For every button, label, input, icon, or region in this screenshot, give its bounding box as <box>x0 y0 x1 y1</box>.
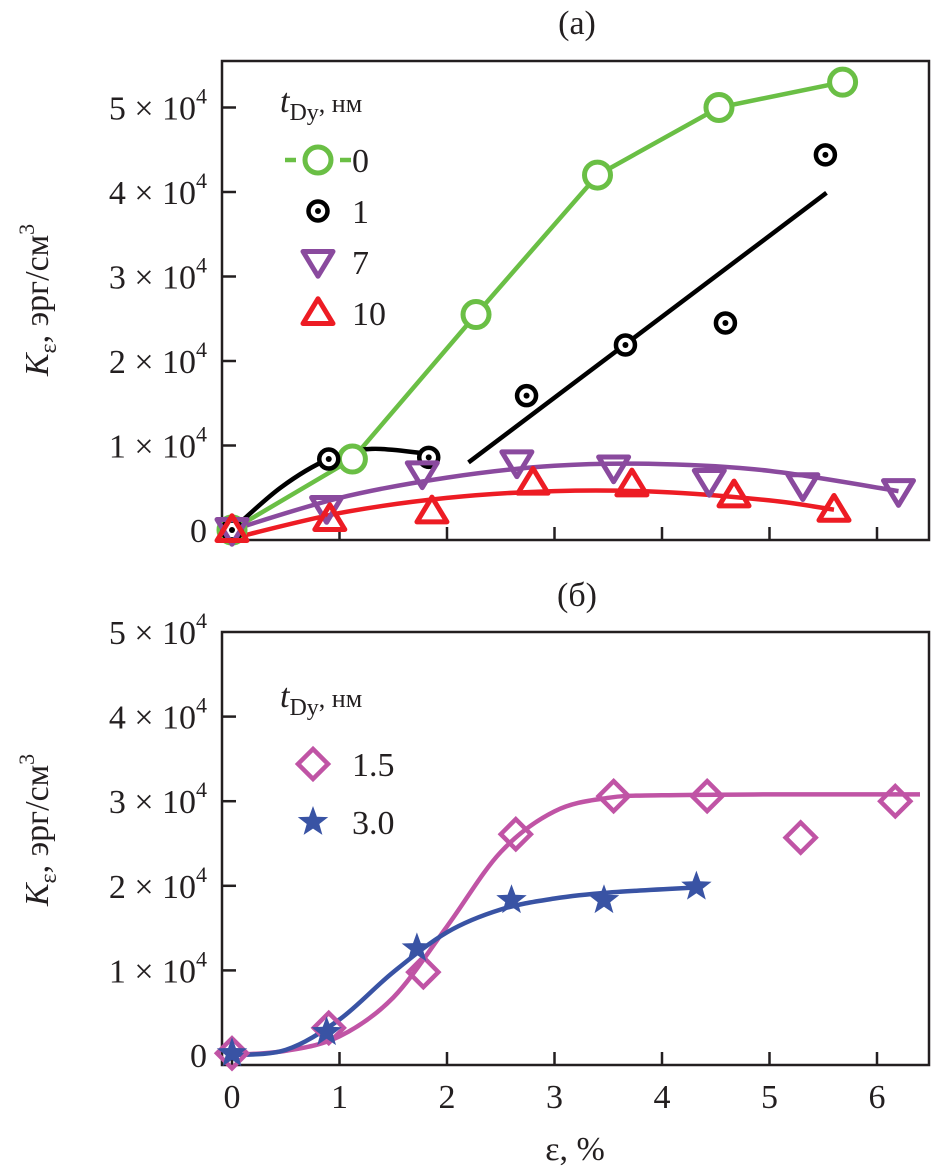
series-10-point <box>414 494 450 525</box>
series-10-point <box>614 467 650 498</box>
panel-b-legend: tDy, нм 1.5 3.0 <box>280 678 395 842</box>
series-0-point <box>582 159 613 191</box>
legend-marker-10 <box>300 296 336 326</box>
legend-a-title: tDy, нм <box>280 83 362 126</box>
series-3-0-point <box>401 932 433 962</box>
series-1-5-point <box>877 783 914 820</box>
series-1-5-fit-curve <box>231 792 921 1058</box>
x-tick-label: 6 <box>869 1079 886 1116</box>
svg-text:Kε, эрг/см3: Kε, эрг/см3 <box>14 224 62 377</box>
panel-a: (а) 0 1 × 104 2 × 104 3 × 104 4 × 104 5 × 104… <box>14 5 931 550</box>
y-tick-label: 3 × 104 <box>109 253 207 297</box>
series-1-fit-line <box>467 191 828 465</box>
svg-text:Kε, эрг/см3: Kε, эрг/см3 <box>14 754 62 907</box>
series-3-0-point <box>681 870 712 900</box>
panel-b-x-ticks: 0 1 2 3 4 5 6 <box>224 1052 886 1116</box>
y-tick-label: 0 <box>190 1038 207 1075</box>
series-1-point <box>813 143 838 167</box>
panel-a-frame <box>220 59 931 542</box>
series-0-point <box>336 443 368 475</box>
legend-marker-1-5 <box>294 745 332 783</box>
legend-marker-0 <box>302 144 334 176</box>
y-axis-title-b: Kε, эрг/см3 <box>14 754 62 907</box>
series-0-point <box>460 299 492 331</box>
series-7-point <box>785 472 821 502</box>
y-tick-label: 2 × 104 <box>109 862 207 906</box>
y-tick-label: 5 × 104 <box>109 84 207 128</box>
panel-b-markers <box>213 777 914 1072</box>
series-0-point <box>827 66 859 98</box>
legend-label-10: 10 <box>352 296 386 333</box>
series-7-point <box>596 454 632 485</box>
x-tick-label: 5 <box>761 1079 778 1116</box>
y-tick-label: 2 × 104 <box>109 337 207 381</box>
legend-marker-1 <box>306 199 330 223</box>
y-tick-label: 1 × 104 <box>109 946 207 990</box>
panel-a-label: (а) <box>558 5 596 42</box>
y-tick-label: 5 × 104 <box>109 608 207 652</box>
series-7-point <box>499 449 535 480</box>
series-3-0-fit-curve <box>231 885 697 1058</box>
series-0-point <box>703 92 735 123</box>
series-7-point <box>691 467 727 498</box>
series-3-0-point <box>216 1037 248 1067</box>
panel-a-legend: tDy, нм 0 1 7 10 <box>280 83 386 333</box>
series-1-5-point <box>310 1009 347 1047</box>
series-10-point <box>312 502 348 533</box>
y-tick-label: 0 <box>190 513 207 550</box>
series-7-point <box>404 460 440 491</box>
panel-b-fit-lines <box>231 792 921 1058</box>
x-tick-label: 4 <box>654 1079 671 1116</box>
y-tick-label: 3 × 104 <box>109 777 207 821</box>
series-1-5-point <box>782 819 819 856</box>
series-10-point <box>716 478 752 509</box>
series-3-0-point <box>588 884 620 914</box>
series-1-5-point <box>497 816 534 853</box>
panel-b-label: (б) <box>557 577 597 614</box>
series-1-point <box>613 333 638 357</box>
panel-b-y-ticks: 0 1 × 104 2 × 104 3 × 104 4 × 104 5 × 104 <box>109 608 236 1075</box>
y-axis-title-a: Kε, эрг/см3 <box>14 224 62 377</box>
legend-b-title: tDy, нм <box>280 678 362 721</box>
legend-marker-3-0 <box>297 806 329 835</box>
y-tick-label: 4 × 104 <box>109 168 207 212</box>
x-tick-label: 0 <box>224 1079 241 1116</box>
series-3-0-point <box>311 1016 342 1046</box>
panel-a-y-ticks: 0 1 × 104 2 × 104 3 × 104 4 × 104 5 × 104 <box>109 84 236 550</box>
x-tick-label: 2 <box>439 1079 456 1116</box>
y-tick-label: 1 × 104 <box>109 422 207 466</box>
series-1-5-point <box>595 777 632 815</box>
series-7-point <box>881 478 916 508</box>
series-1-point <box>317 447 341 471</box>
legend-label-0: 0 <box>352 143 369 180</box>
series-10-point <box>816 492 852 523</box>
legend-label-1-5: 1.5 <box>352 747 395 784</box>
series-1-point <box>514 383 539 408</box>
series-1-5-point <box>688 777 726 815</box>
series-10-point <box>214 513 250 543</box>
x-axis-title: ε, % <box>545 1131 605 1168</box>
legend-label-3-0: 3.0 <box>352 805 395 842</box>
series-10-fit-curve <box>231 488 835 541</box>
series-0-line <box>230 79 844 532</box>
legend-marker-7 <box>300 249 336 279</box>
x-tick-label: 3 <box>546 1079 563 1116</box>
series-3-0-point <box>496 884 527 914</box>
panel-a-x-ticks <box>230 527 879 540</box>
y-tick-label: 4 × 104 <box>109 693 207 737</box>
panel-b-frame <box>220 630 931 1067</box>
legend-label-1: 1 <box>352 194 369 231</box>
series-10-point <box>515 465 551 496</box>
x-tick-label: 1 <box>331 1079 348 1116</box>
panel-a-markers <box>214 66 916 547</box>
panel-b: (б) 0 1 × 104 2 × 104 3 × 104 4 × 104 5 × 104… <box>14 577 931 1168</box>
series-1-5-point <box>405 953 442 991</box>
series-1-point <box>713 311 738 335</box>
legend-label-7: 7 <box>352 245 369 282</box>
